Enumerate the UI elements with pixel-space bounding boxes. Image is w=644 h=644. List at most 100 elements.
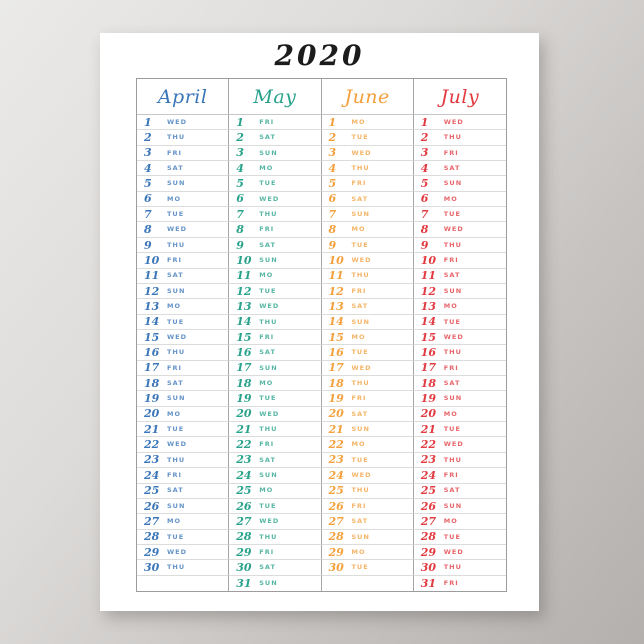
day-cell: 4 MO [229,161,322,177]
day-number: 2 [420,131,429,145]
day-weekday: SAT [443,163,461,172]
day-number: 21 [420,422,437,436]
day-weekday: MO [259,163,274,172]
empty-cell [322,575,414,591]
day-cell: 23 TUE [321,452,414,469]
day-weekday: MO [167,517,181,526]
day-number: 19 [144,392,160,406]
day-number: 1 [236,115,244,129]
day-number: 24 [236,468,252,482]
day-number: 23 [236,453,252,467]
day-cell: 27 WED [229,514,322,530]
day-number: 30 [420,560,437,574]
day-number: 21 [328,422,344,436]
day-cell: 10 FRI [137,253,230,269]
day-cell: 27 SAT [321,514,414,530]
day-weekday: TUE [351,133,369,142]
day-weekday: FRI [351,286,367,295]
day-number: 10 [144,253,160,267]
day-weekday: MO [443,409,458,418]
day-number: 18 [328,376,344,390]
day-weekday: THU [351,271,370,280]
day-number: 20 [236,407,252,421]
day-cell: 30 THU [413,560,506,576]
day-number: 7 [420,207,429,221]
day-number: 6 [144,192,152,206]
day-number: 28 [144,530,160,544]
day-cell: 1 WED [137,115,230,131]
day-number: 25 [328,484,344,498]
day-number: 28 [236,530,252,544]
month-name-label: April [157,85,208,108]
day-number: 14 [144,315,160,329]
day-cell: 5 TUE [229,176,322,192]
day-weekday: FRI [443,363,459,372]
day-number: 2 [144,131,152,145]
day-weekday: WED [259,302,280,311]
day-weekday: MO [443,194,458,203]
day-weekday: SUN [259,579,278,588]
day-weekday: THU [443,133,462,142]
day-weekday: SAT [167,271,184,280]
day-cell: 20 SAT [321,406,414,423]
day-cell: 18 SAT [137,376,230,392]
day-number: 24 [420,468,437,482]
day-number: 3 [328,146,337,160]
day-cell: 15 MO [321,329,414,346]
day-number: 26 [144,499,160,513]
day-cell: 30 TUE [321,560,414,576]
day-number: 16 [144,345,160,359]
day-number: 8 [144,223,152,237]
day-weekday: TUE [351,563,369,572]
day-number: 19 [236,392,252,406]
day-number: 23 [144,453,160,467]
day-cell: 24 FRI [413,468,506,484]
day-weekday: SAT [167,378,184,387]
day-number: 22 [236,438,252,452]
day-number: 8 [236,223,244,237]
day-cell: 26 TUE [229,498,322,515]
day-number: 9 [144,238,152,252]
day-weekday: TUE [259,286,277,295]
day-number: 29 [236,545,252,559]
day-cell: 25 THU [321,483,414,499]
day-cell: 13 MO [137,299,230,315]
day-weekday: FRI [259,117,275,126]
day-number: 17 [236,361,252,375]
day-cell: 9 THU [413,238,506,254]
day-cell: 22 MO [321,437,414,453]
day-weekday: MO [351,225,366,234]
day-cell: 3 WED [321,145,414,162]
day-weekday: TUE [443,425,461,434]
day-cell: 10 WED [321,253,414,269]
day-cell: 17 SUN [229,360,322,377]
day-cell: 16 THU [413,345,506,361]
day-weekday: TUE [167,317,185,326]
day-cell: 1 WED [413,115,506,131]
day-cell: 8 WED [137,222,230,238]
day-cell: 12 TUE [229,283,322,300]
day-weekday: FRI [167,148,182,157]
day-number: 13 [420,299,437,313]
day-number: 5 [236,177,244,191]
day-number: 27 [420,514,437,528]
day-weekday: MO [443,517,458,526]
day-number: 22 [144,438,160,452]
day-number: 20 [144,407,160,421]
day-cell: 11 MO [229,268,322,284]
day-cell: 23 THU [413,453,506,469]
day-cell: 21 THU [229,422,322,438]
day-cell: 14 THU [229,314,322,330]
day-cell: 30 THU [137,560,230,576]
day-weekday: MO [259,378,274,387]
day-weekday: THU [259,532,278,541]
day-cell: 21 SUN [321,422,414,438]
day-number: 20 [328,407,344,421]
day-weekday: SAT [259,348,276,357]
month-name-label: May [253,85,297,108]
day-cell: 16 SAT [229,345,322,361]
day-cell: 29 MO [321,544,414,561]
day-cell: 7 TUE [413,207,506,223]
day-cell: 22 WED [137,437,230,453]
day-cell: 22 WED [413,437,506,453]
